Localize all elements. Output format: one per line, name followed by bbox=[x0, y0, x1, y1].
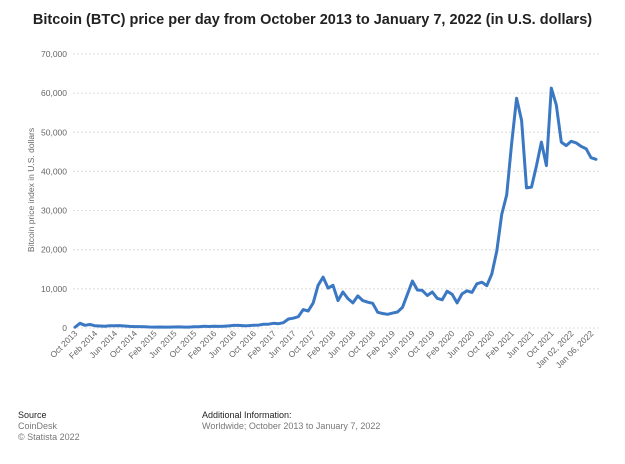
source-name: CoinDesk bbox=[18, 421, 58, 431]
y-tick-label: 60,000 bbox=[41, 88, 67, 98]
y-tick-label: 0 bbox=[62, 323, 67, 333]
y-axis-label: Bitcoin price index in U.S. dollars bbox=[26, 128, 36, 252]
y-tick-label: 40,000 bbox=[41, 166, 67, 176]
y-tick-label: 10,000 bbox=[41, 284, 67, 294]
source-block: Source CoinDesk © Statista 2022 bbox=[18, 410, 80, 443]
additional-info-block: Additional Information: Worldwide; Octob… bbox=[202, 410, 380, 432]
additional-info-label: Additional Information: bbox=[202, 410, 292, 420]
additional-info-text: Worldwide; October 2013 to January 7, 20… bbox=[202, 421, 381, 431]
price-series-line bbox=[73, 86, 598, 329]
chart-title: Bitcoin (BTC) price per day from October… bbox=[32, 12, 593, 28]
y-tick-label: 30,000 bbox=[41, 206, 67, 216]
copyright-text: © Statista 2022 bbox=[18, 432, 80, 442]
y-tick-label: 50,000 bbox=[41, 127, 67, 137]
source-label: Source bbox=[18, 410, 47, 420]
y-tick-label: 20,000 bbox=[41, 245, 67, 255]
y-tick-label: 70,000 bbox=[41, 49, 67, 59]
